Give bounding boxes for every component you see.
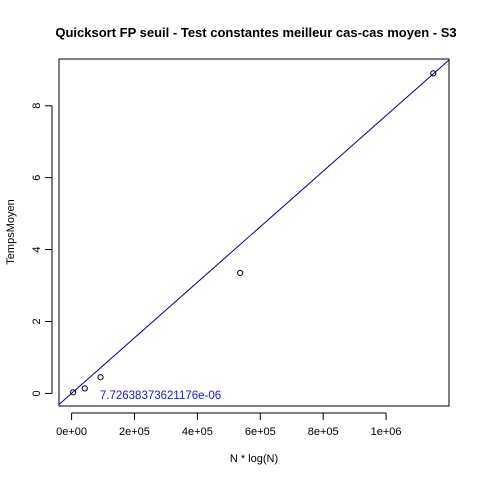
y-axis-label: TempsMoyen xyxy=(5,199,17,264)
slope-annotation: 7.72638373621176e-06 xyxy=(100,390,221,402)
y-tick-label: 0 xyxy=(31,390,43,396)
plot-box xyxy=(58,58,450,407)
fit-line-group xyxy=(58,59,450,405)
x-tick-label: 8e+05 xyxy=(308,426,339,438)
x-tick-label: 6e+05 xyxy=(245,426,276,438)
y-axis: 0 2 4 6 8 xyxy=(31,103,53,396)
data-point xyxy=(237,269,244,277)
x-tick-label: 2e+05 xyxy=(119,426,150,438)
data-point xyxy=(81,385,88,392)
x-axis: 0e+00 2e+05 4e+05 6e+05 8e+05 1e+06 xyxy=(56,412,402,438)
y-tick-label: 2 xyxy=(31,318,43,324)
y-tick-label: 6 xyxy=(31,175,43,181)
x-tick-label: 1e+06 xyxy=(371,426,402,438)
y-tick-label: 8 xyxy=(31,103,43,109)
fit-line xyxy=(58,59,450,405)
x-tick-label: 0e+00 xyxy=(56,426,87,438)
data-point xyxy=(97,374,104,381)
x-axis-label: N * log(N) xyxy=(230,453,278,465)
y-tick-label: 4 xyxy=(31,247,43,253)
data-points xyxy=(70,70,437,396)
data-point xyxy=(70,389,77,396)
data-point xyxy=(430,70,437,77)
x-tick-label: 4e+05 xyxy=(182,426,213,438)
chart-title: Quicksort FP seuil - Test constantes mei… xyxy=(55,25,456,40)
